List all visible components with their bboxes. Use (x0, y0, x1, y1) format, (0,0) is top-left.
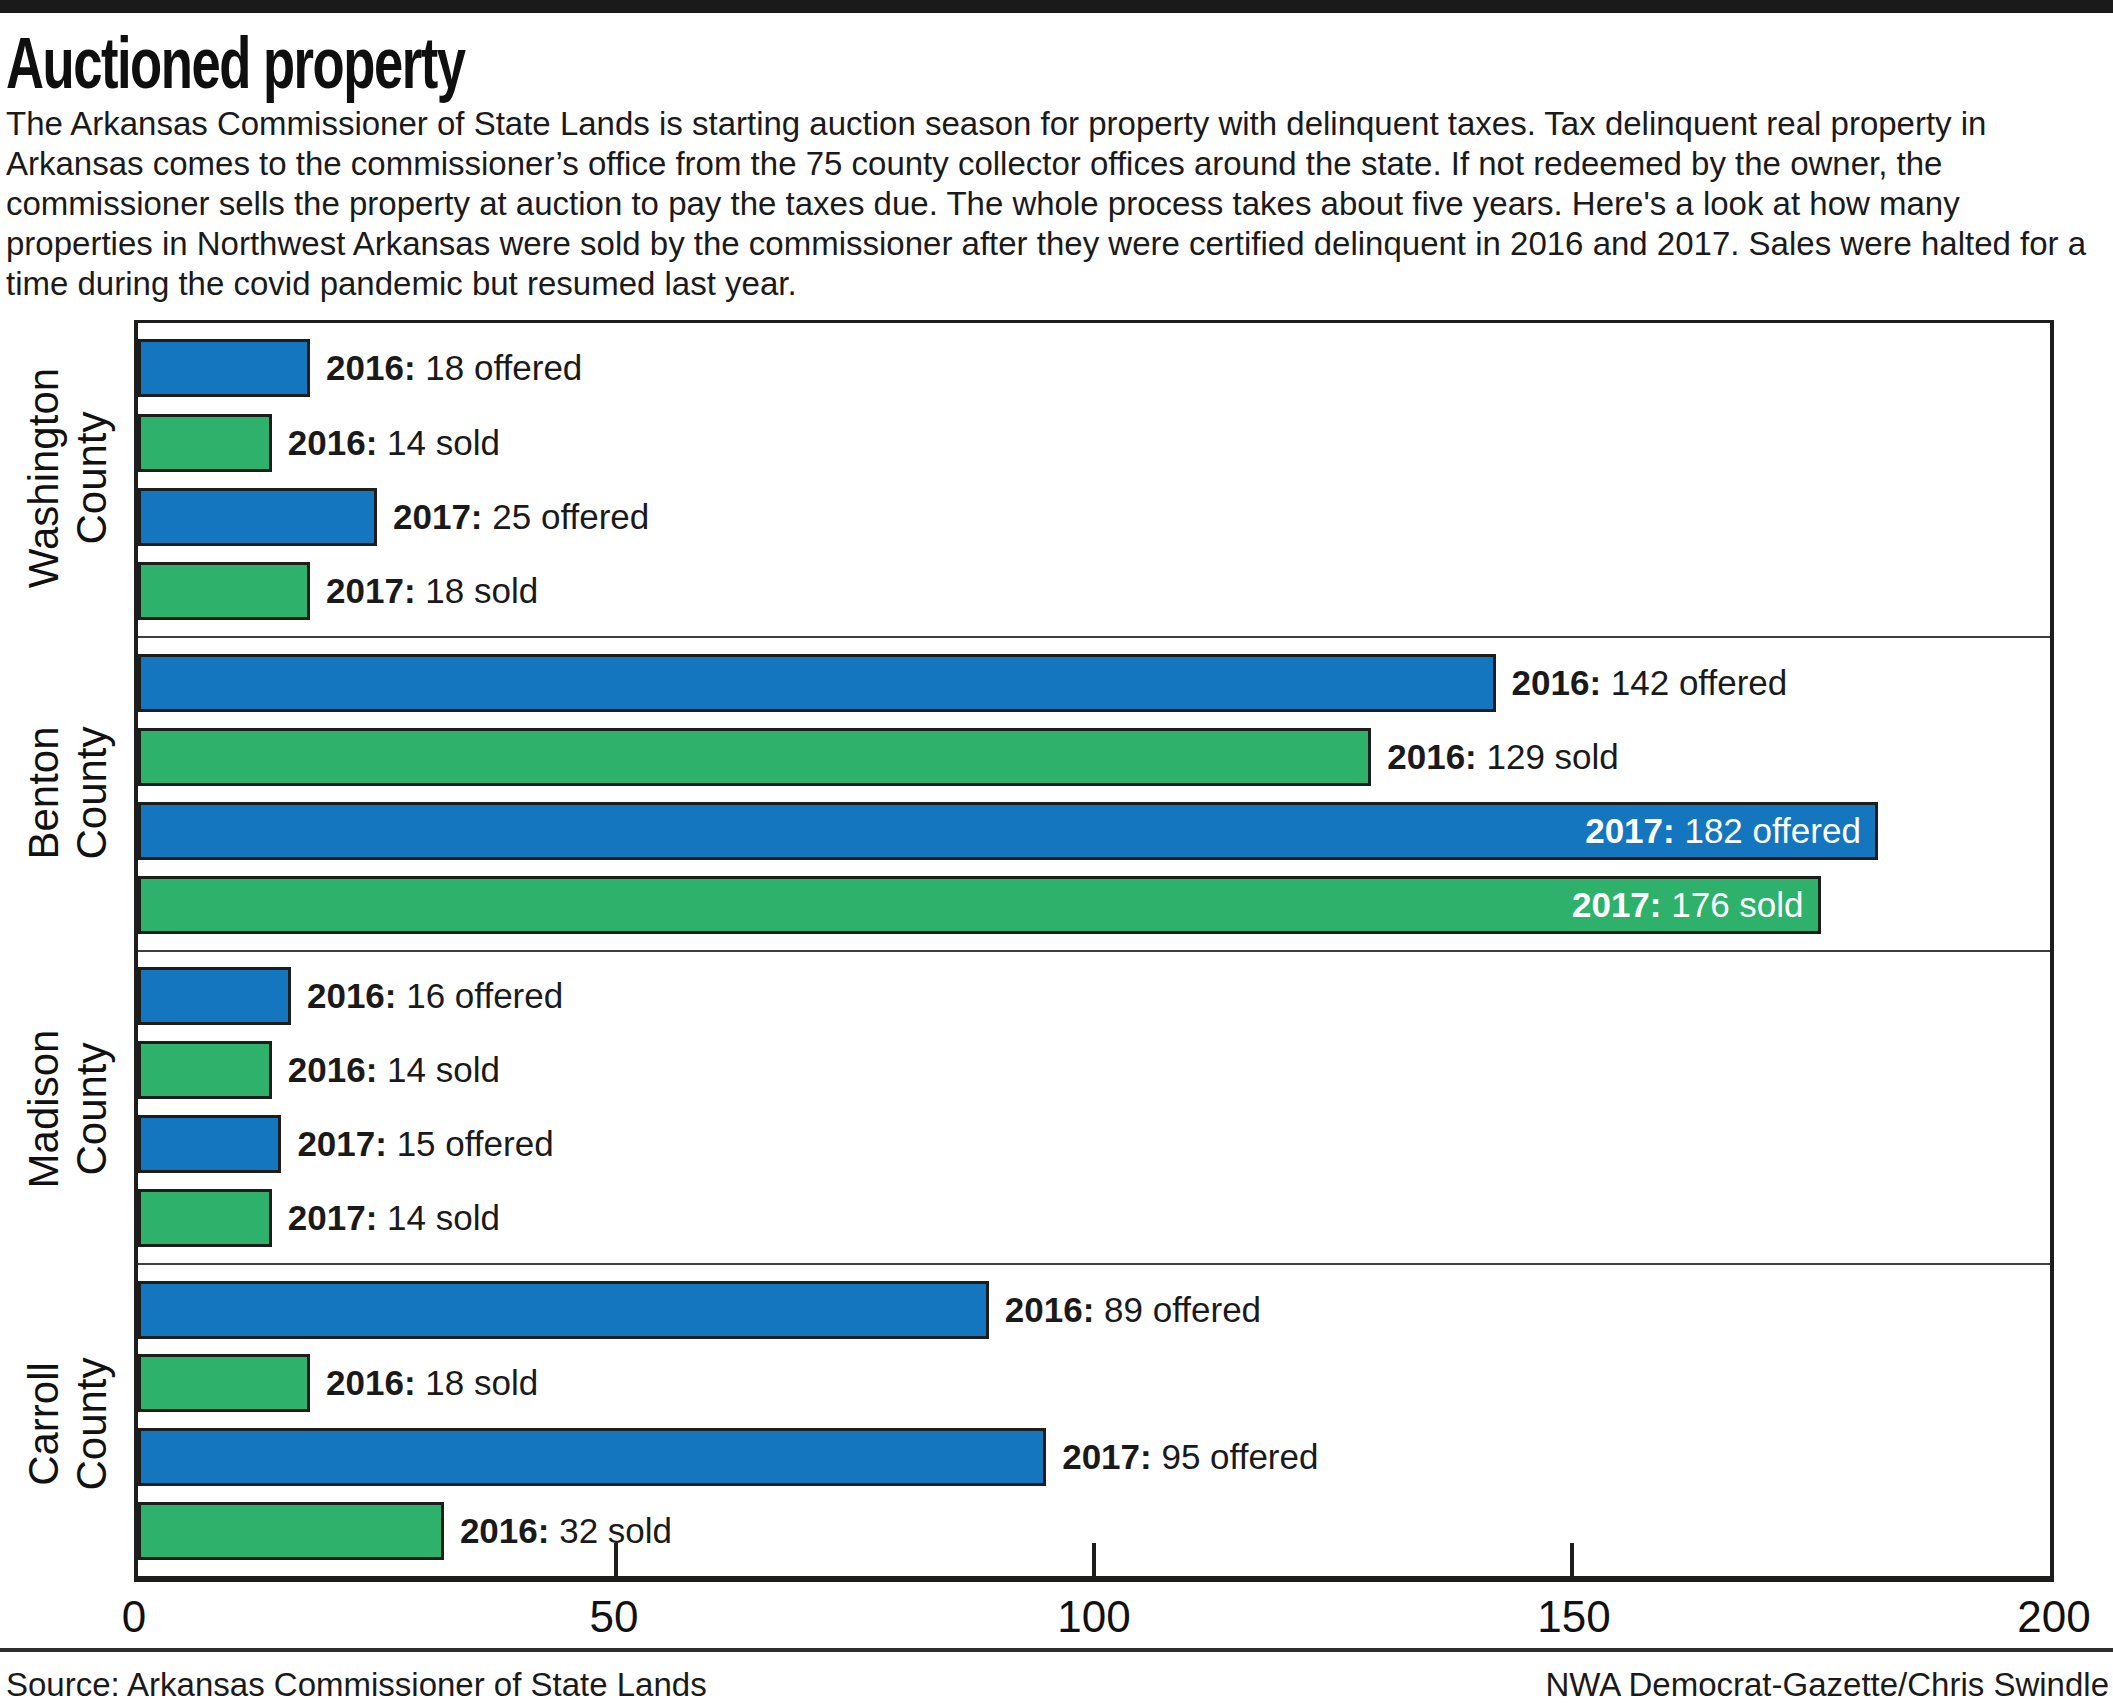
auctioned-property-graphic: Auctioned property The Arkansas Commissi… (0, 0, 2113, 1708)
bar-row: 2017: 176 sold (138, 876, 2050, 934)
tick-mark (1092, 1543, 1096, 1576)
bar-row: 2017: 25 offered (138, 488, 2050, 546)
bar-label: 2016: 14 sold (288, 1050, 500, 1090)
x-axis-tick-label: 50 (590, 1592, 639, 1642)
bar-label: 2017: 15 offered (297, 1124, 553, 1164)
bar-row: 2016: 16 offered (138, 967, 2050, 1025)
bar-label-year: 2016: (326, 348, 416, 387)
madison-sold-bar (138, 1041, 272, 1099)
tick-mark (1570, 1543, 1574, 1576)
madison-offered-bar (138, 967, 291, 1025)
x-axis: 0 50 100 150 200 (0, 1592, 2113, 1652)
bar-label-year: 2016: (326, 1363, 416, 1402)
bar-row: 2016: 18 sold (138, 1354, 2050, 1412)
bar-row: 2016: 89 offered (138, 1281, 2050, 1339)
bar-label: 2017: 25 offered (393, 497, 649, 537)
bar-label-year: 2016: (1512, 663, 1602, 702)
bar-label-year: 2016: (288, 1050, 378, 1089)
bar-label: 2017: 18 sold (326, 571, 538, 611)
county-label-line: County (68, 1214, 116, 1634)
top-rule (0, 0, 2113, 13)
tick-mark (614, 1543, 618, 1576)
x-axis-tick-label: 0 (122, 1592, 146, 1642)
washington-offered-bar (138, 339, 310, 397)
bar-row: 2017: 182 offered (138, 802, 2050, 860)
county-group-madison: 2016: 16 offered 2016: 14 sold 2017: 15 of… (138, 950, 2050, 1263)
bar-row: 2017: 18 sold (138, 562, 2050, 620)
bar-label-year: 2017: (393, 497, 483, 536)
source-text: Source: Arkansas Commissioner of State L… (6, 1666, 707, 1704)
washington-offered-bar (138, 488, 377, 546)
bar-label: 2016: 18 sold (326, 1363, 538, 1403)
bar-row: 2017: 95 offered (138, 1428, 2050, 1486)
footer-rule (0, 1648, 2113, 1652)
bar-label-year: 2017: (326, 571, 416, 610)
bar-label: 2017: 95 offered (1062, 1437, 1318, 1477)
bar-label: 2016: 32 sold (460, 1511, 672, 1551)
plot-area: 2016: 18 offered 2016: 14 sold 2017: 25 of… (134, 320, 2054, 1582)
county-group-benton: 2016: 142 offered 2016: 129 sold 2017: 182… (138, 636, 2050, 949)
bar-row: 2016: 18 offered (138, 339, 2050, 397)
bar-label-year: 2016: (1005, 1290, 1095, 1329)
bar-label: 2017: 176 sold (1572, 885, 1804, 925)
washington-sold-bar (138, 562, 310, 620)
bar-row: 2017: 14 sold (138, 1189, 2050, 1247)
bar-label: 2016: 18 offered (326, 348, 582, 388)
x-axis-tick-label: 150 (1537, 1592, 1610, 1642)
benton-offered-bar: 2017: 182 offered (138, 802, 1878, 860)
bar-row: 2016: 14 sold (138, 414, 2050, 472)
bar-row: 2016: 14 sold (138, 1041, 2050, 1099)
x-axis-tick-label: 200 (2017, 1592, 2090, 1642)
bar-label-year: 2017: (1062, 1437, 1152, 1476)
madison-offered-bar (138, 1115, 281, 1173)
washington-sold-bar (138, 414, 272, 472)
bar-label-year: 2017: (297, 1124, 387, 1163)
bar-row: 2016: 129 sold (138, 728, 2050, 786)
bar-chart: 2016: 18 offered 2016: 14 sold 2017: 25 of… (0, 320, 2113, 1582)
bar-label: 2016: 14 sold (288, 423, 500, 463)
bar-label-year: 2016: (307, 976, 397, 1015)
madison-sold-bar (138, 1189, 272, 1247)
bar-label: 2017: 14 sold (288, 1198, 500, 1238)
benton-offered-bar (138, 654, 1496, 712)
bar-label: 2016: 129 sold (1387, 737, 1619, 777)
credit-text: NWA Democrat-Gazette/Chris Swindle (1545, 1666, 2109, 1704)
intro-text: The Arkansas Commissioner of State Lands… (6, 104, 2106, 304)
benton-sold-bar (138, 728, 1371, 786)
county-label-carroll: CarrollCounty (20, 1214, 116, 1634)
county-label-line: Carroll (20, 1214, 68, 1634)
bar-label-year: 2016: (460, 1511, 550, 1550)
carroll-sold-bar (138, 1354, 310, 1412)
bar-label: 2016: 142 offered (1512, 663, 1788, 703)
carroll-offered-bar (138, 1281, 989, 1339)
bar-label: 2016: 16 offered (307, 976, 563, 1016)
bar-row: 2017: 15 offered (138, 1115, 2050, 1173)
benton-sold-bar: 2017: 176 sold (138, 876, 1821, 934)
x-axis-tick-label: 100 (1057, 1592, 1130, 1642)
page-title: Auctioned property (6, 22, 464, 104)
carroll-offered-bar (138, 1428, 1046, 1486)
bar-label: 2016: 89 offered (1005, 1290, 1261, 1330)
carroll-sold-bar (138, 1502, 444, 1560)
bar-label: 2017: 182 offered (1585, 811, 1861, 851)
county-group-washington: 2016: 18 offered 2016: 14 sold 2017: 25 of… (138, 323, 2050, 636)
bar-label-year: 2017: (288, 1198, 378, 1237)
bar-label-year: 2017: (1572, 885, 1662, 924)
bar-row: 2016: 142 offered (138, 654, 2050, 712)
county-group-carroll: 2016: 89 offered 2016: 18 sold 2017: 95 of… (138, 1263, 2050, 1576)
bar-label-year: 2016: (288, 423, 378, 462)
bar-label-year: 2016: (1387, 737, 1477, 776)
bar-label-year: 2017: (1585, 811, 1675, 850)
